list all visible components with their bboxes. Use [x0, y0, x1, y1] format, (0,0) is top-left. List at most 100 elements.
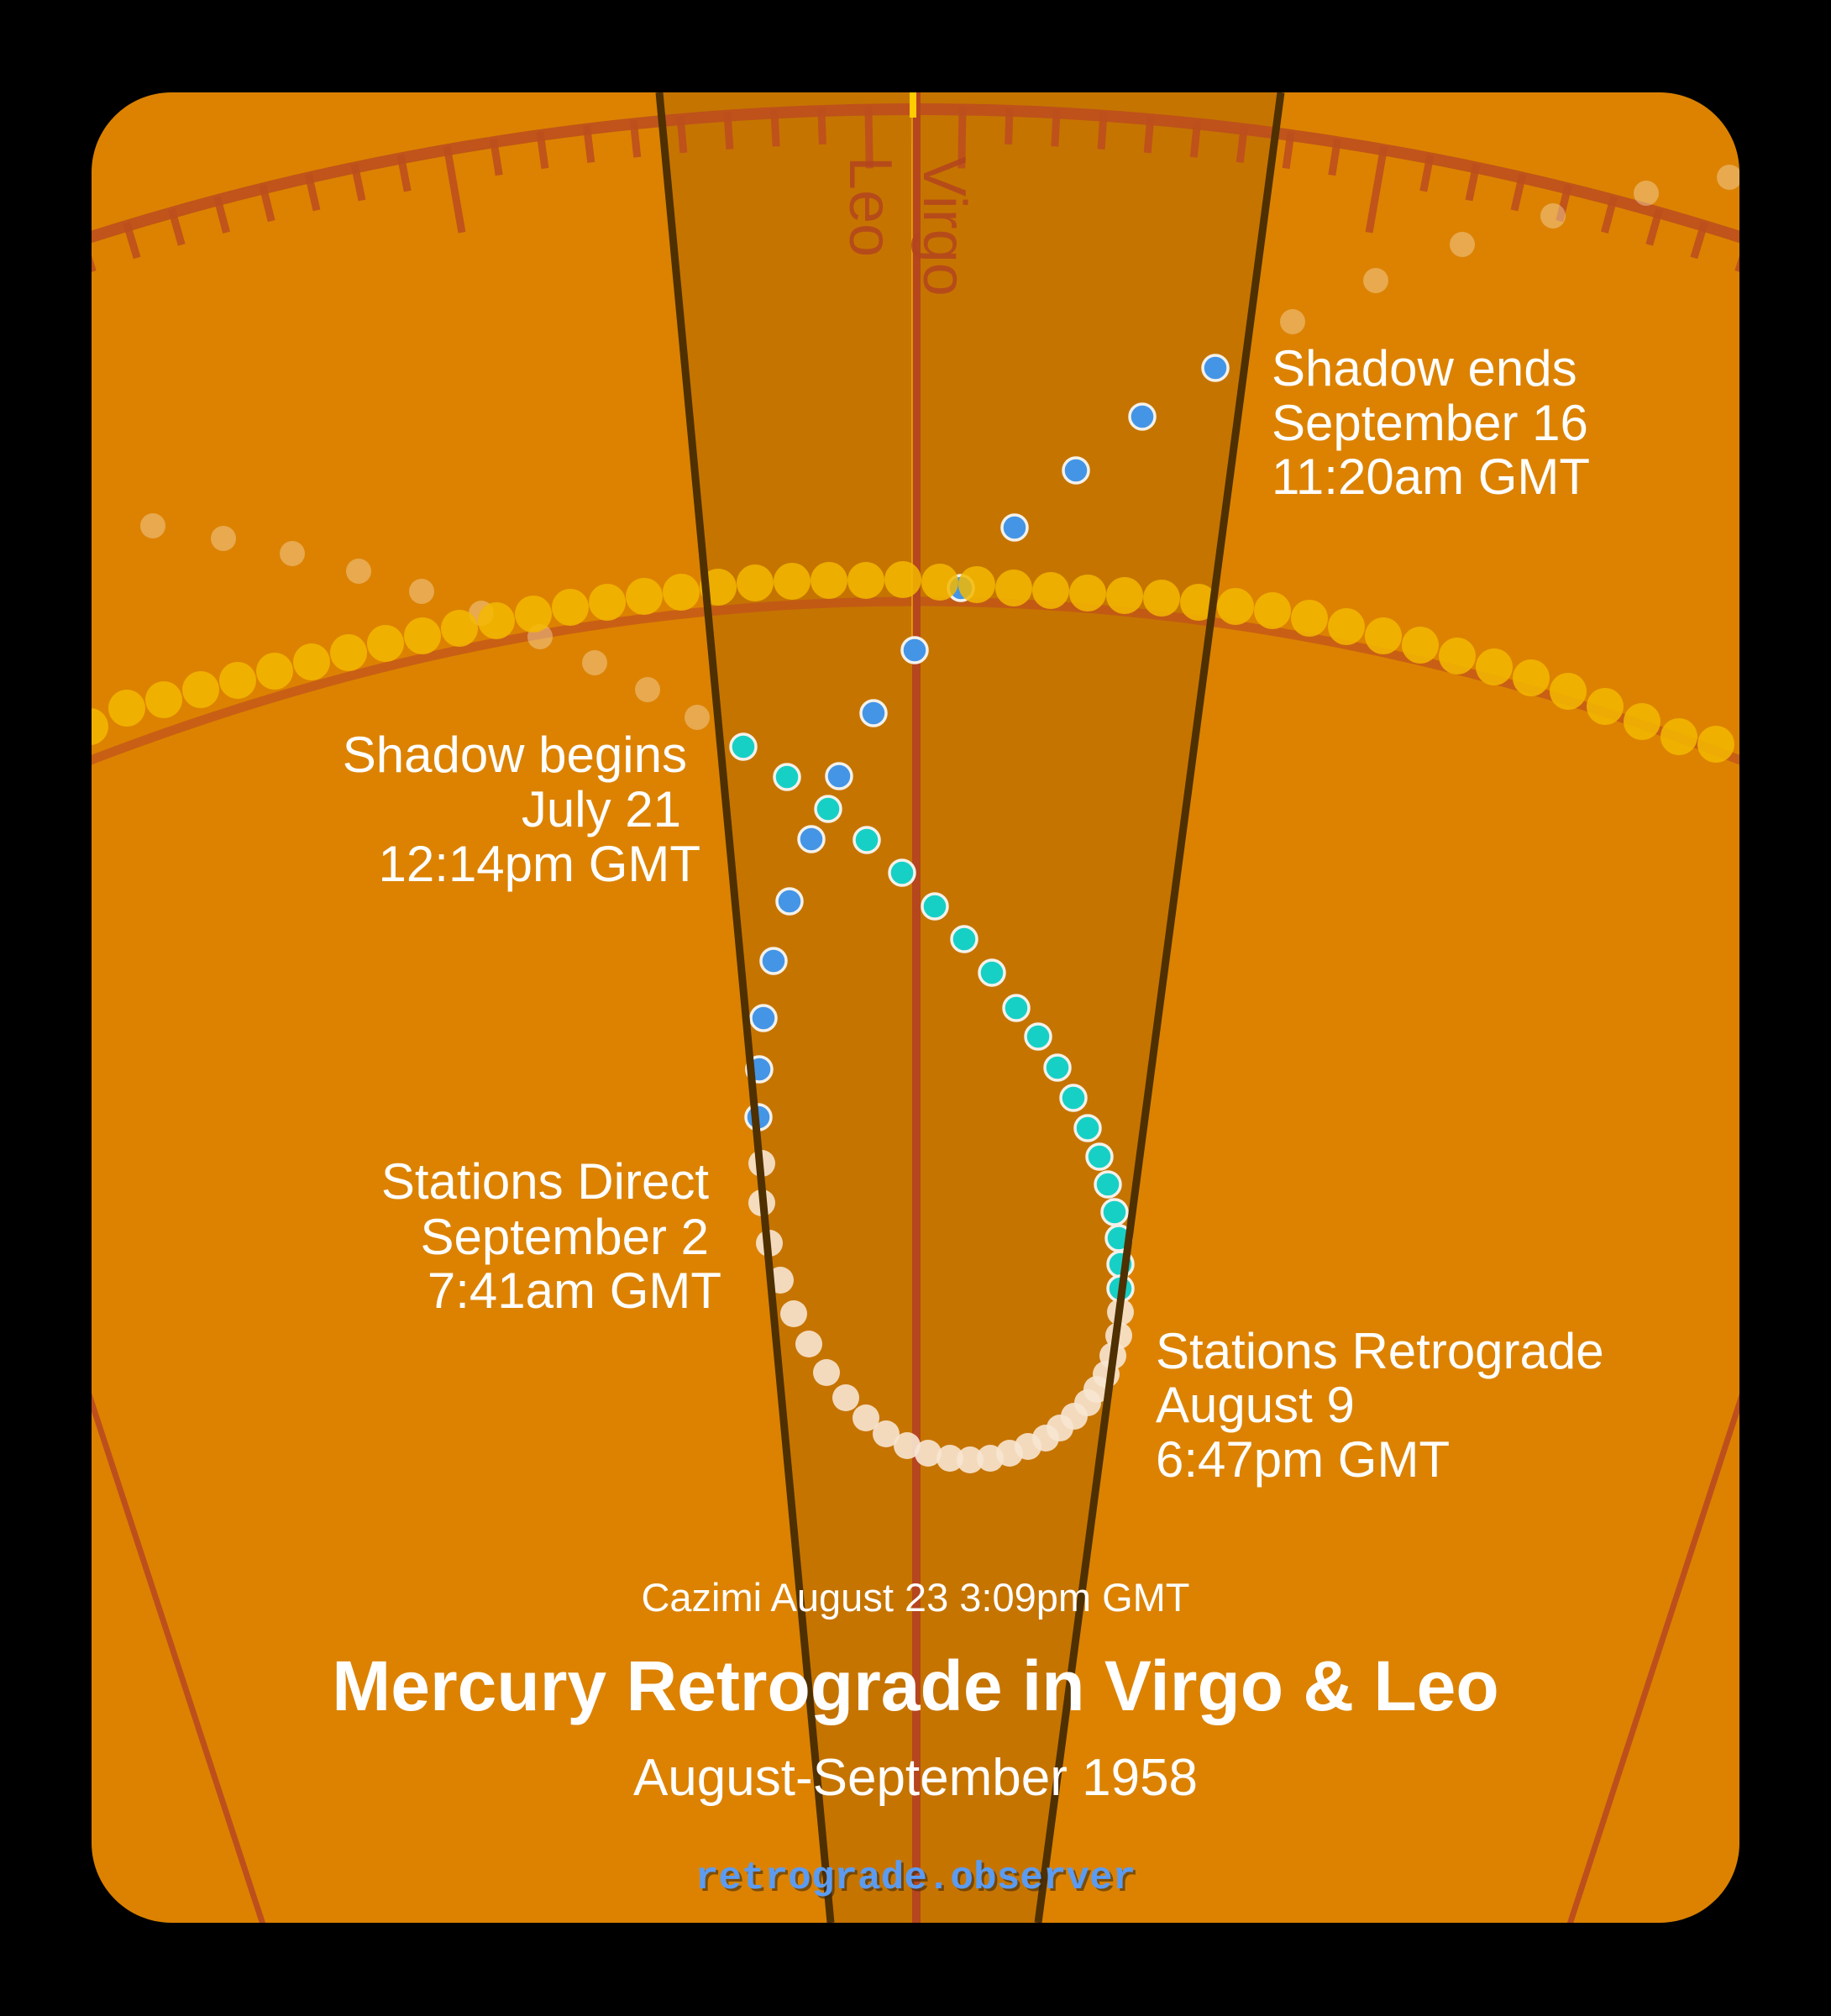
stations-retrograde-time: 6:47pm GMT	[1156, 1431, 1450, 1488]
path-dot	[995, 570, 1032, 606]
cazimi-label: Cazimi August 23 3:09pm GMT	[641, 1575, 1189, 1620]
path-dot	[884, 561, 921, 598]
path-dot	[773, 763, 801, 791]
path-dot	[1476, 648, 1513, 685]
stations-direct-time: 7:41am GMT	[428, 1263, 721, 1319]
band-boundary-left	[655, 92, 835, 1923]
shadow-ends-time: 11:20am GMT	[1272, 449, 1590, 505]
chart-title: Mercury Retrograde in Virgo & Leo	[332, 1646, 1498, 1725]
path-dot	[1450, 232, 1475, 257]
path-dot	[1402, 627, 1439, 664]
label-shadow-ends: Shadow ends September 16 11:20am GMT	[1272, 340, 1590, 505]
path-dot	[1059, 1084, 1088, 1112]
path-dot	[900, 636, 929, 664]
path-dot	[1513, 659, 1550, 696]
path-dot	[635, 677, 660, 702]
path-dot	[685, 705, 710, 730]
path-dot	[219, 662, 256, 699]
path-dot	[92, 708, 108, 745]
path-dot	[256, 653, 293, 690]
path-dot	[1217, 588, 1254, 625]
planet-path-dots	[92, 165, 1739, 1473]
path-dot	[1085, 1142, 1114, 1171]
path-dot	[780, 1300, 807, 1327]
path-dot	[626, 578, 663, 615]
path-dot	[1143, 580, 1180, 617]
path-dot	[1069, 575, 1106, 612]
path-dot	[1128, 402, 1157, 431]
path-dot	[774, 563, 811, 600]
path-dot	[859, 699, 888, 727]
path-dot	[1624, 703, 1660, 740]
path-dot	[958, 566, 995, 603]
path-dot	[1254, 592, 1291, 629]
path-dot	[280, 541, 305, 566]
path-dot	[140, 513, 165, 538]
label-stations-retrograde: Stations Retrograde August 9 6:47pm GMT	[1156, 1323, 1604, 1488]
path-dot	[873, 1420, 900, 1447]
path-dot	[795, 1331, 822, 1357]
stations-retrograde-date: August 9	[1156, 1377, 1355, 1433]
path-dot	[853, 826, 881, 854]
path-dot	[888, 858, 916, 887]
path-dot	[663, 574, 700, 611]
tick-mark	[864, 106, 874, 169]
path-dot	[1073, 1114, 1102, 1142]
path-dot	[404, 617, 441, 654]
path-dot	[950, 925, 978, 953]
path-dot	[957, 1446, 984, 1473]
path-dot	[915, 1440, 942, 1467]
shadow-ends-title: Shadow ends	[1272, 340, 1577, 396]
path-dot	[978, 958, 1006, 987]
path-dot	[589, 584, 626, 621]
path-dot	[1002, 994, 1031, 1022]
path-dot	[1000, 513, 1029, 542]
path-dot	[813, 1359, 840, 1386]
path-dot	[1094, 1170, 1122, 1199]
path-dot	[293, 643, 330, 680]
path-dot	[552, 589, 589, 626]
path-dot	[182, 671, 219, 708]
path-dot	[1697, 726, 1734, 763]
path-dot	[1201, 354, 1230, 382]
path-dot	[1024, 1022, 1052, 1051]
sign-band	[659, 92, 1281, 1923]
path-dot	[729, 732, 758, 761]
sign-label-leo: Leo	[837, 156, 904, 257]
path-dot	[367, 625, 404, 662]
path-dot	[478, 602, 515, 639]
stations-direct-date: September 2	[420, 1209, 709, 1265]
shadow-begins-title: Shadow begins	[343, 727, 687, 783]
path-dot	[1540, 203, 1566, 228]
stations-retrograde-title: Stations Retrograde	[1156, 1323, 1604, 1379]
perspective-line-left	[92, 1275, 269, 1923]
card: Leo Virgo Shadow ends September 16 11:20…	[92, 92, 1739, 1923]
tick-mark	[957, 106, 967, 169]
path-dot	[814, 795, 842, 823]
stations-direct-title: Stations Direct	[381, 1153, 709, 1210]
path-dot	[1291, 600, 1328, 637]
tick-mark	[1365, 145, 1388, 234]
path-dot	[1365, 617, 1402, 654]
sign-label-virgo: Virgo	[910, 156, 978, 297]
perspective-line-right	[1564, 1275, 1739, 1923]
path-dot	[1717, 165, 1739, 190]
path-dot	[921, 564, 958, 601]
path-dot	[346, 559, 371, 584]
path-dot	[749, 1004, 778, 1032]
path-dot	[1634, 181, 1659, 206]
path-dot	[825, 762, 853, 790]
path-dot	[441, 610, 478, 647]
path-dot	[1439, 638, 1476, 675]
path-dot	[921, 892, 949, 921]
path-dot	[737, 564, 774, 601]
path-dot	[108, 690, 145, 727]
path-dot	[936, 1445, 963, 1472]
chart-subtitle: August-September 1958	[633, 1749, 1198, 1807]
shadow-begins-time: 12:14pm GMT	[379, 836, 700, 892]
path-dot	[1032, 572, 1069, 609]
path-dot	[1587, 688, 1624, 725]
brand-link[interactable]: retrograde.observer	[695, 1856, 1136, 1900]
shadow-begins-date: July 21	[522, 781, 681, 837]
path-dot	[515, 596, 552, 633]
